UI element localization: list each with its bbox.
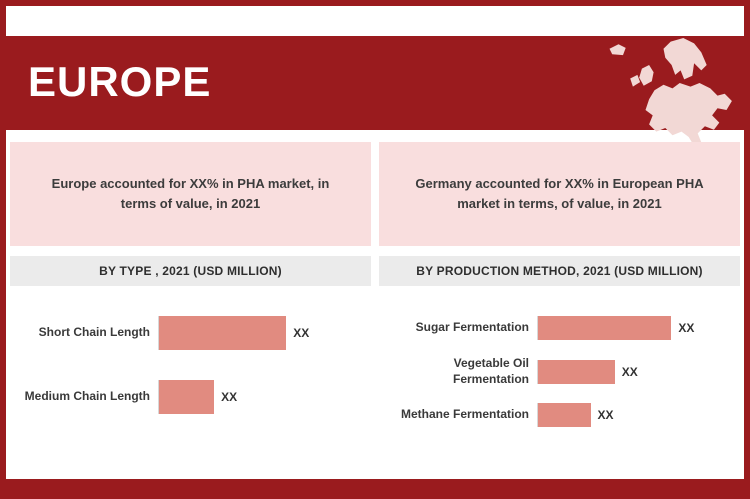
bar-row: Methane Fermentation XX bbox=[379, 403, 740, 428]
plot-area: XX bbox=[537, 403, 740, 428]
section-title-by-type: BY TYPE , 2021 (USD MILLION) bbox=[10, 256, 371, 286]
bar bbox=[538, 403, 591, 428]
content-columns: Europe accounted for XX% in PHA market, … bbox=[10, 142, 740, 444]
bar-row: Short Chain Length XX bbox=[10, 316, 371, 350]
info-text-left: Europe accounted for XX% in PHA market, … bbox=[51, 175, 330, 211]
info-text-right: Germany accounted for XX% in European PH… bbox=[415, 175, 704, 211]
category-label: Short Chain Length bbox=[38, 325, 150, 340]
plot-area: XX bbox=[537, 359, 740, 384]
bar-value-label: XX bbox=[597, 408, 614, 423]
bar-row: Medium Chain Length XX bbox=[10, 380, 371, 414]
bar-chart-by-type: Short Chain Length XX Medium Chain Lengt… bbox=[10, 286, 371, 414]
info-box-right: Germany accounted for XX% in European PH… bbox=[379, 142, 740, 246]
category-label: Medium Chain Length bbox=[24, 389, 150, 404]
bar-chart-by-production-method: Sugar Fermentation XX Vegetable Oil Ferm… bbox=[379, 286, 740, 428]
plot-area: XX bbox=[158, 316, 371, 350]
right-panel: Germany accounted for XX% in European PH… bbox=[379, 142, 740, 444]
section-title-by-production-method: BY PRODUCTION METHOD, 2021 (USD MILLION) bbox=[379, 256, 740, 286]
category-label: Sugar Fermentation bbox=[415, 320, 529, 335]
category-label: Vegetable Oil Fermentation bbox=[452, 356, 529, 386]
bar-value-label: XX bbox=[621, 364, 638, 379]
bar-value-label: XX bbox=[221, 390, 238, 404]
footer-bar bbox=[6, 479, 744, 493]
header-band: EUROPE bbox=[6, 36, 744, 130]
bar bbox=[538, 359, 615, 384]
bar-value-label: XX bbox=[678, 321, 695, 335]
plot-area: XX bbox=[537, 316, 740, 340]
bar-row: Sugar Fermentation XX bbox=[379, 316, 740, 340]
category-label: Methane Fermentation bbox=[400, 407, 529, 422]
bar bbox=[159, 380, 215, 414]
page-title: EUROPE bbox=[28, 58, 212, 105]
bar bbox=[538, 316, 672, 340]
bar-value-label: XX bbox=[293, 326, 310, 340]
plot-area: XX bbox=[158, 380, 371, 414]
bar bbox=[159, 316, 287, 350]
left-panel: Europe accounted for XX% in PHA market, … bbox=[10, 142, 371, 444]
bar-row: Vegetable Oil Fermentation XX bbox=[379, 356, 740, 387]
info-box-left: Europe accounted for XX% in PHA market, … bbox=[10, 142, 371, 246]
